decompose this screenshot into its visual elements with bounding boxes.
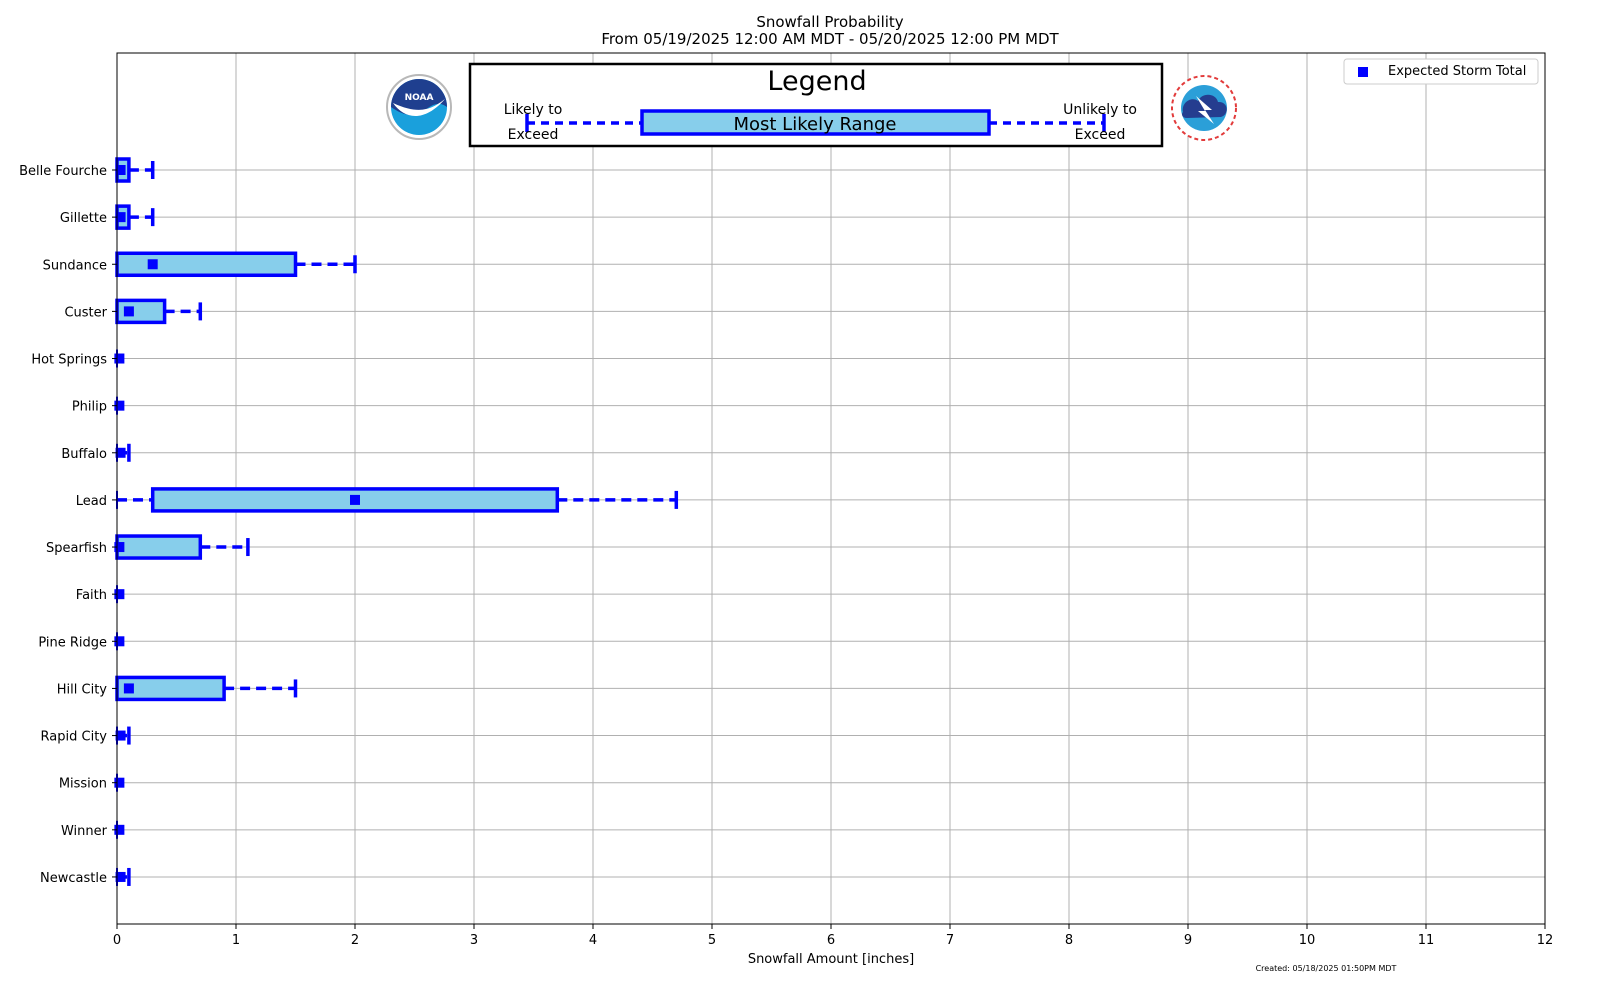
- x-tick-label-10: 10: [1299, 933, 1316, 948]
- y-tick-label-5: Philip: [72, 400, 107, 415]
- chart-title: Snowfall Probability: [756, 13, 903, 31]
- series-legend-marker: [1358, 67, 1368, 77]
- x-tick-label-9: 9: [1184, 933, 1192, 948]
- range-box-2: [115, 251, 298, 278]
- y-tick-label-2: Sundance: [43, 258, 107, 273]
- legend-key-range-label: Most Likely Range: [733, 114, 896, 135]
- noaa-logo-bird: [393, 99, 445, 117]
- chart-subtitle: From 05/19/2025 12:00 AM MDT - 05/20/202…: [601, 30, 1059, 48]
- y-tick-label-12: Rapid City: [41, 730, 108, 745]
- y-tick-label-14: Winner: [61, 824, 108, 839]
- series-legend-label: Expected Storm Total: [1388, 64, 1526, 79]
- legend-key: Legend Most Likely Range Likely to Excee…: [468, 62, 1164, 148]
- expected-marker-0: [115, 165, 126, 175]
- legend-key-range-box: [640, 109, 991, 136]
- legend-key-likely-label-2: Exceed: [508, 127, 559, 143]
- expected-marker-14: [114, 824, 125, 835]
- expected-marker-6: [115, 447, 126, 458]
- x-tick-label-3: 3: [470, 933, 478, 948]
- legend-key-unlikely-label-2: Exceed: [1075, 127, 1126, 143]
- legend-key-title: Legend: [767, 66, 866, 97]
- nws-logo-bolt: [1196, 96, 1214, 124]
- y-tick-label-0: Belle Fourche: [19, 164, 107, 179]
- series-legend-frame: [1343, 58, 1539, 85]
- nws-logo: [1171, 75, 1237, 141]
- expected-marker-2: [147, 259, 158, 270]
- created-footer: Created: 05/18/2025 01:50PM MDT: [1256, 964, 1397, 973]
- expected-marker-8: [114, 542, 125, 553]
- x-tick-label-11: 11: [1418, 933, 1435, 948]
- y-tick-label-3: Custer: [64, 305, 107, 320]
- legend-key-likely-label-1: Likely to: [504, 102, 563, 118]
- y-tick-label-11: Hill City: [57, 682, 108, 697]
- y-tick-label-13: Mission: [59, 777, 107, 792]
- y-tick-label-8: Spearfish: [46, 541, 107, 556]
- x-tick-label-0: 0: [113, 933, 121, 948]
- marks-layer: [114, 157, 679, 886]
- x-axis-label: Snowfall Amount [inches]: [748, 952, 914, 967]
- expected-marker-12: [115, 730, 126, 741]
- y-tick-label-7: Lead: [76, 494, 107, 509]
- x-tick-label-7: 7: [946, 933, 954, 948]
- range-box-8: [115, 534, 203, 560]
- series-legend: Expected Storm Total: [1343, 58, 1539, 85]
- y-tick-label-15: Newcastle: [40, 871, 107, 886]
- x-tick-label-4: 4: [589, 933, 597, 948]
- y-tick-label-4: Hot Springs: [31, 353, 107, 368]
- expected-marker-15: [115, 871, 126, 882]
- y-tick-label-10: Pine Ridge: [38, 635, 107, 650]
- expected-marker-5: [114, 400, 125, 411]
- expected-marker-4: [114, 353, 125, 364]
- noaa-logo: NOAA: [386, 74, 452, 140]
- y-tick-label-9: Faith: [76, 588, 107, 603]
- x-tick-label-8: 8: [1065, 933, 1073, 948]
- noaa-logo-text: NOAA: [405, 93, 434, 103]
- expected-marker-7: [350, 494, 360, 505]
- y-tick-label-1: Gillette: [60, 211, 107, 226]
- expected-marker-11: [123, 683, 134, 694]
- expected-marker-3: [123, 306, 134, 317]
- expected-marker-1: [115, 212, 126, 223]
- x-tick-label-6: 6: [827, 933, 835, 948]
- legend-key-unlikely-label-1: Unlikely to: [1063, 102, 1137, 118]
- x-tick-label-5: 5: [708, 933, 716, 948]
- x-tick-label-2: 2: [351, 933, 359, 948]
- noaa-logo-top: [391, 79, 447, 116]
- x-tick-label-1: 1: [232, 933, 240, 948]
- plot-frame: [116, 52, 1546, 925]
- x-tick-label-12: 12: [1537, 933, 1554, 948]
- expected-marker-10: [114, 636, 125, 647]
- expected-marker-13: [114, 777, 125, 788]
- expected-marker-9: [114, 589, 125, 600]
- y-tick-label-6: Buffalo: [61, 447, 107, 462]
